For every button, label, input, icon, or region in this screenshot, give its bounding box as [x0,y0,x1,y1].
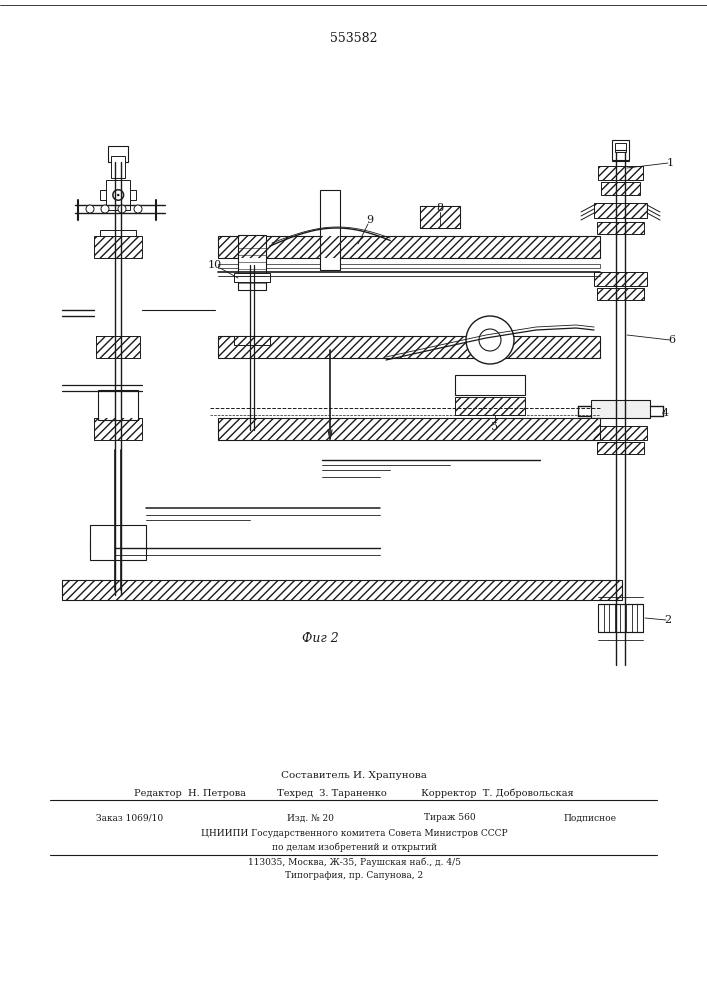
Bar [615,143,626,152]
Text: 8: 8 [436,203,443,213]
Bar [218,236,600,258]
Bar [598,166,643,180]
Bar [597,222,644,234]
Text: Составитель И. Храпунова: Составитель И. Храпунова [281,772,427,780]
Bar [420,206,460,228]
Bar [594,426,647,440]
Bar [234,336,270,345]
Bar [420,206,460,228]
Bar [218,336,600,358]
Circle shape [101,205,109,213]
Text: 9: 9 [366,215,373,225]
Bar [594,272,647,286]
Bar [218,264,600,268]
Text: 113035, Москва, Ж-35, Раушская наб., д. 4/5: 113035, Москва, Ж-35, Раушская наб., д. … [247,857,460,867]
Bar [96,336,140,358]
Bar [218,418,600,440]
Text: Типография, пр. Сапунова, 2: Типография, пр. Сапунова, 2 [285,870,423,880]
Bar [597,288,644,300]
Bar [601,182,640,195]
Text: 10: 10 [208,260,222,270]
Bar [597,442,644,454]
Text: 553582: 553582 [330,31,378,44]
Bar [94,236,142,258]
Bar [597,222,644,234]
Circle shape [118,205,126,213]
Bar [598,604,643,632]
Bar [96,336,140,358]
Bar [218,336,600,358]
Bar [597,288,644,300]
Text: 4: 4 [662,408,669,418]
Bar [420,206,460,228]
Bar [90,525,146,560]
Text: 2: 2 [665,615,672,625]
Bar [111,156,125,178]
Bar [320,190,340,270]
Bar [94,236,142,258]
Bar [98,390,138,420]
Bar [100,230,136,240]
Bar [601,182,640,195]
Bar [94,418,142,440]
Bar [62,580,622,600]
Bar [90,540,146,550]
Text: Фиг 2: Фиг 2 [302,632,339,645]
Text: по делам изобретений и открытий: по делам изобретений и открытий [271,842,436,852]
Bar [612,140,629,160]
Bar [94,418,142,440]
Bar [218,236,600,258]
Text: ЦНИИПИ Государственного комитета Совета Министров СССР: ЦНИИПИ Государственного комитета Совета … [201,828,508,838]
Text: Заказ 1069/10: Заказ 1069/10 [96,814,163,822]
Bar [455,397,525,415]
Bar [106,180,130,210]
Bar [597,442,644,454]
Bar [455,397,525,415]
Bar [238,235,266,290]
Bar [234,273,270,282]
Bar [591,400,650,418]
Bar [218,418,600,440]
Bar [594,272,647,286]
Bar [594,203,647,218]
Bar [108,146,128,162]
Circle shape [134,205,142,213]
Bar [114,154,122,162]
Bar [594,203,647,218]
Circle shape [479,329,501,351]
Text: Подписное: Подписное [563,814,617,822]
Circle shape [86,205,94,213]
Bar [100,190,136,200]
Bar [594,426,647,440]
Circle shape [466,316,514,364]
Text: 6: 6 [668,335,676,345]
Bar [62,580,622,600]
Text: Изд. № 20: Изд. № 20 [286,814,334,822]
Text: Редактор  Н. Петрова          Техред  З. Тараненко           Корректор  Т. Добро: Редактор Н. Петрова Техред З. Тараненко … [134,788,574,798]
Bar [455,375,525,395]
Text: 1: 1 [667,158,674,168]
Text: Тираж 560: Тираж 560 [424,814,476,822]
Bar [598,166,643,180]
Text: 5: 5 [491,422,498,432]
Text: ⊙: ⊙ [110,187,126,205]
